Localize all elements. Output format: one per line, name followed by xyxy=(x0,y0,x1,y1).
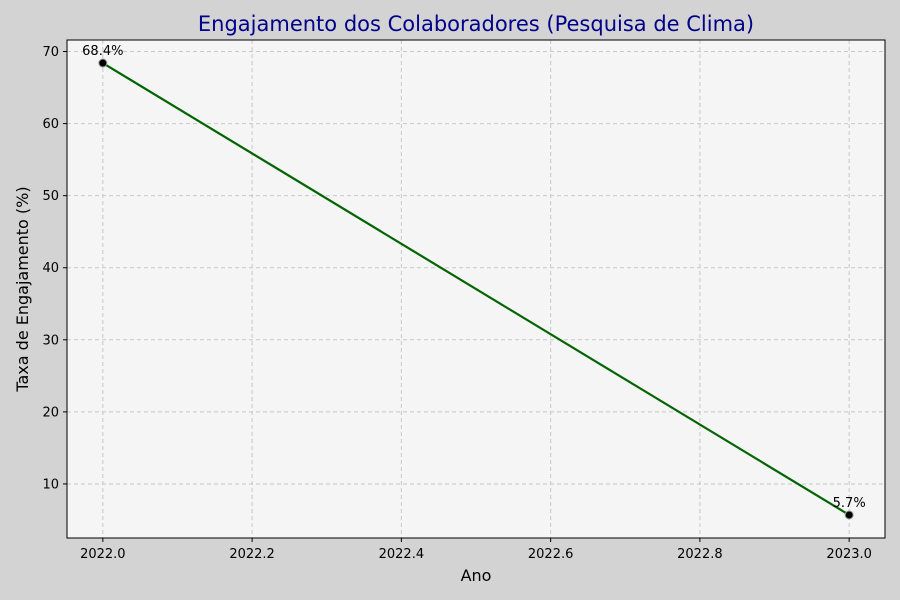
y-tick-label: 50 xyxy=(42,189,59,204)
y-tick-label: 20 xyxy=(42,405,59,420)
plot-frame xyxy=(66,39,886,539)
y-tick-label: 40 xyxy=(42,261,59,276)
x-tick-label: 2022.0 xyxy=(80,547,126,562)
x-tick-label: 2023.0 xyxy=(826,547,872,562)
data-label: 68.4% xyxy=(82,44,123,59)
y-tick-label: 30 xyxy=(42,333,59,348)
x-tick-label: 2022.4 xyxy=(379,547,425,562)
y-tick-label: 70 xyxy=(42,45,59,60)
x-tick-label: 2022.2 xyxy=(229,547,275,562)
line-series: 68.4% 5.7% xyxy=(82,44,866,520)
y-axis-label: Taxa de Engajamento (%) xyxy=(13,186,32,392)
data-point xyxy=(844,510,854,520)
x-axis-label: Ano xyxy=(461,566,492,585)
x-tick-label: 2022.6 xyxy=(528,547,574,562)
data-point xyxy=(98,58,108,68)
axis-ticks: 2022.0 2022.2 2022.4 2022.6 2022.8 2023.0 10 20… xyxy=(42,45,871,562)
chart-title: Engajamento dos Colaboradores (Pesquisa … xyxy=(198,12,754,36)
x-tick-label: 2022.8 xyxy=(677,547,723,562)
y-tick-label: 60 xyxy=(42,117,59,132)
data-label: 5.7% xyxy=(833,496,866,511)
series-line xyxy=(102,62,850,516)
grid-lines xyxy=(67,40,885,538)
y-tick-label: 10 xyxy=(42,477,59,492)
